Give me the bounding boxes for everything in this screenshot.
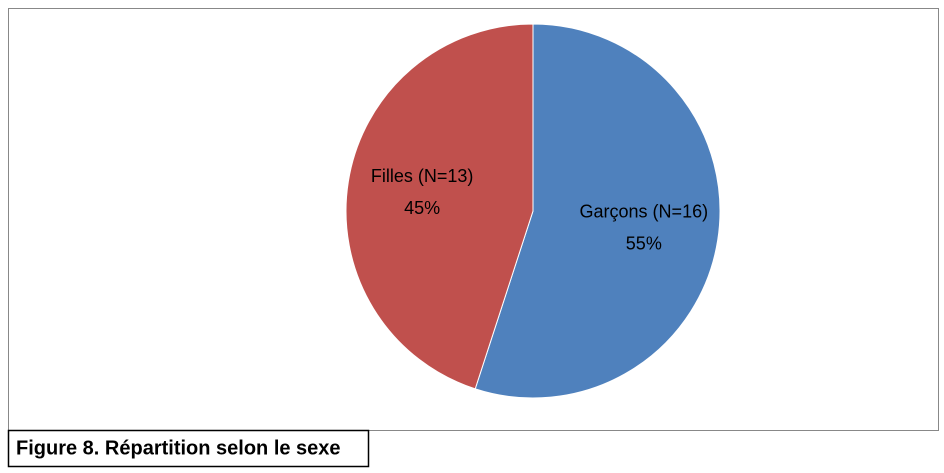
slice-value-label: 55% xyxy=(626,233,662,253)
pie-slice xyxy=(474,23,721,399)
slice-value-label: 45% xyxy=(404,198,440,218)
pie-slice xyxy=(345,23,534,390)
chart-title: Figure 8. Répartition selon le sexe xyxy=(16,437,341,459)
slice-label: Garçons (N=16) xyxy=(580,201,709,221)
slice-label: Filles (N=13) xyxy=(371,166,474,186)
caption-box xyxy=(7,429,370,468)
